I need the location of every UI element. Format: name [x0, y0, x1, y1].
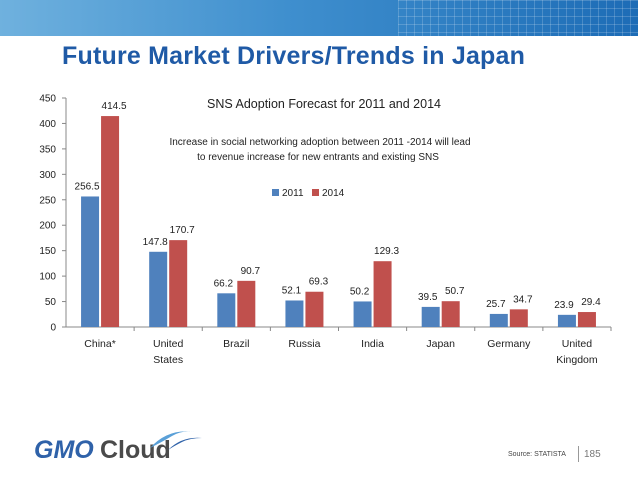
data-label-2011-5: 39.5	[418, 292, 438, 303]
data-label-2014-7: 29.4	[581, 297, 601, 308]
bar-2011-3	[285, 300, 304, 327]
legend-swatch-2011	[272, 189, 279, 196]
y-tick-label: 350	[39, 144, 56, 155]
y-tick-label: 250	[39, 195, 56, 206]
bar-2011-2	[217, 293, 236, 327]
header-band	[0, 0, 638, 36]
bar-2011-0	[81, 196, 100, 327]
data-label-2014-4: 129.3	[374, 246, 399, 257]
bar-2014-2	[237, 280, 256, 327]
y-tick-label: 200	[39, 221, 56, 232]
source-note: Source: STATISTA	[508, 451, 566, 458]
page-number-divider	[578, 446, 579, 462]
data-label-2014-3: 69.3	[309, 277, 329, 288]
y-tick-label: 450	[39, 94, 56, 105]
bar-2014-5	[441, 301, 460, 327]
legend-label-2014: 2014	[322, 188, 345, 199]
data-label-2014-0: 414.5	[102, 101, 127, 112]
bar-2014-1	[169, 240, 188, 327]
chart-subtitle-line1: Increase in social networking adoption b…	[169, 137, 470, 148]
legend-label-2011: 2011	[282, 188, 304, 199]
header-grid-pattern	[398, 0, 638, 36]
slide-title: Future Market Drivers/Trends in Japan	[62, 42, 526, 70]
bar-2011-1	[149, 251, 168, 327]
x-category-label: India	[361, 338, 384, 350]
data-label-2011-7: 23.9	[554, 300, 574, 311]
bar-2014-0	[101, 116, 120, 327]
x-category-label: United	[153, 338, 184, 350]
y-tick-label: 100	[39, 272, 56, 283]
x-category-label: Japan	[426, 338, 455, 350]
x-category-label: States	[153, 354, 183, 366]
data-label-2011-4: 50.2	[350, 286, 370, 297]
x-category-label: Germany	[487, 338, 531, 350]
x-category-label: Brazil	[223, 338, 249, 350]
data-label-2011-6: 25.7	[486, 299, 506, 310]
data-label-2014-2: 90.7	[241, 266, 261, 277]
bar-2014-3	[305, 291, 324, 327]
bar-2011-7	[557, 314, 576, 327]
y-tick-label: 150	[39, 246, 56, 257]
logo-gmo-text: GMO	[34, 436, 94, 464]
sns-adoption-chart: 0 50 100 150 200 250 300 350 400 450 256.5 414.5 Chi…	[39, 94, 612, 366]
y-tick-label: 400	[39, 119, 56, 130]
data-label-2011-3: 52.1	[282, 285, 302, 296]
bar-2011-5	[421, 306, 440, 327]
data-label-2011-0: 256.5	[75, 181, 100, 192]
y-tick-label: 50	[45, 297, 57, 308]
bar-2011-6	[489, 313, 508, 327]
data-label-2011-1: 147.8	[143, 237, 168, 248]
page-number: 185	[584, 449, 601, 460]
chart-subtitle-line2: to revenue increase for new entrants and…	[197, 152, 439, 163]
chart-title: SNS Adoption Forecast for 2011 and 2014	[207, 97, 441, 111]
data-label-2014-5: 50.7	[445, 286, 465, 297]
y-tick-label: 300	[39, 170, 56, 181]
data-label-2011-2: 66.2	[214, 278, 234, 289]
gmo-cloud-logo: GMO Cloud	[34, 424, 204, 464]
legend-swatch-2014	[312, 189, 319, 196]
bar-2014-6	[509, 309, 528, 327]
bar-2014-4	[373, 261, 392, 327]
cloud-swoosh-icon	[150, 431, 202, 450]
x-category-label: United	[562, 338, 593, 350]
bar-2014-7	[577, 312, 596, 327]
bar-2011-4	[353, 301, 372, 327]
x-category-label: Russia	[288, 338, 320, 350]
y-tick-label: 0	[50, 323, 56, 334]
data-label-2014-6: 34.7	[513, 294, 533, 305]
x-category-label: Kingdom	[556, 354, 598, 366]
data-label-2014-1: 170.7	[170, 225, 195, 236]
x-category-label: China*	[84, 338, 116, 350]
